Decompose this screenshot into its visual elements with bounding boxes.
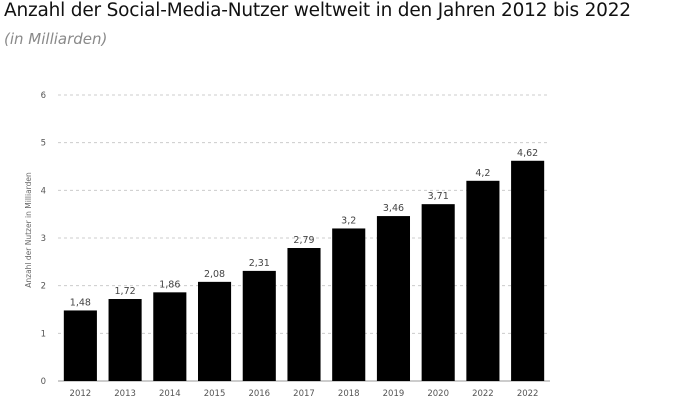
data-label: 2,08 xyxy=(204,269,225,280)
x-tick-label: 2016 xyxy=(248,389,270,399)
data-labels: 1,48 1,72 1,86 2,08 2,31 2,79 3,2 3,46 3,71 4,2 4,… xyxy=(70,148,538,309)
data-label: 4,62 xyxy=(517,148,538,159)
bar xyxy=(376,216,411,381)
y-tick-label: 2 xyxy=(41,282,46,292)
bar xyxy=(511,160,545,381)
y-tick-label: 1 xyxy=(41,329,46,339)
y-tick-label: 3 xyxy=(41,234,46,244)
chart-title: Anzahl der Social-Media-Nutzer weltweit … xyxy=(4,0,631,21)
data-label: 1,72 xyxy=(115,286,136,297)
data-label: 4,2 xyxy=(475,168,490,179)
x-tick-label: 2012 xyxy=(70,389,92,399)
x-tick-label: 2017 xyxy=(293,389,315,399)
y-tick-label: 0 xyxy=(41,377,46,387)
bar xyxy=(242,270,276,381)
bar xyxy=(287,248,321,381)
data-label: 3,71 xyxy=(428,191,449,202)
x-tick-label: 2019 xyxy=(383,389,405,399)
bar xyxy=(421,204,455,381)
bar xyxy=(63,310,97,381)
x-tick-label: 2015 xyxy=(204,389,226,399)
bar xyxy=(197,281,232,381)
bar xyxy=(153,292,187,381)
chart-subtitle: (in Milliarden) xyxy=(4,30,108,48)
y-tick-label: 5 xyxy=(41,139,46,149)
x-tick-label: 2018 xyxy=(338,389,360,399)
data-label: 1,48 xyxy=(70,297,91,308)
x-tick-label: 2022 xyxy=(517,389,539,399)
bar xyxy=(466,180,500,381)
bar xyxy=(332,228,366,381)
data-label: 2,79 xyxy=(293,235,314,246)
y-axis-ticks: 0 1 2 3 4 5 6 xyxy=(41,91,46,387)
x-tick-label: 2022 xyxy=(472,389,494,399)
data-label: 3,46 xyxy=(383,203,404,214)
bar xyxy=(108,299,142,381)
y-tick-label: 4 xyxy=(41,186,46,196)
bars xyxy=(63,160,545,381)
x-axis-ticks: 2012 2013 2014 2015 2016 2017 2018 2019 2020 2022… xyxy=(70,389,539,399)
data-label: 3,2 xyxy=(341,215,356,226)
y-tick-label: 6 xyxy=(41,91,46,101)
data-label: 1,86 xyxy=(159,279,180,290)
x-tick-label: 2020 xyxy=(427,389,449,399)
y-axis-title: Anzahl der Nutzer in Milliarden xyxy=(24,172,33,288)
x-tick-label: 2014 xyxy=(159,389,181,399)
data-label: 2,31 xyxy=(249,258,270,269)
x-tick-label: 2013 xyxy=(114,389,136,399)
